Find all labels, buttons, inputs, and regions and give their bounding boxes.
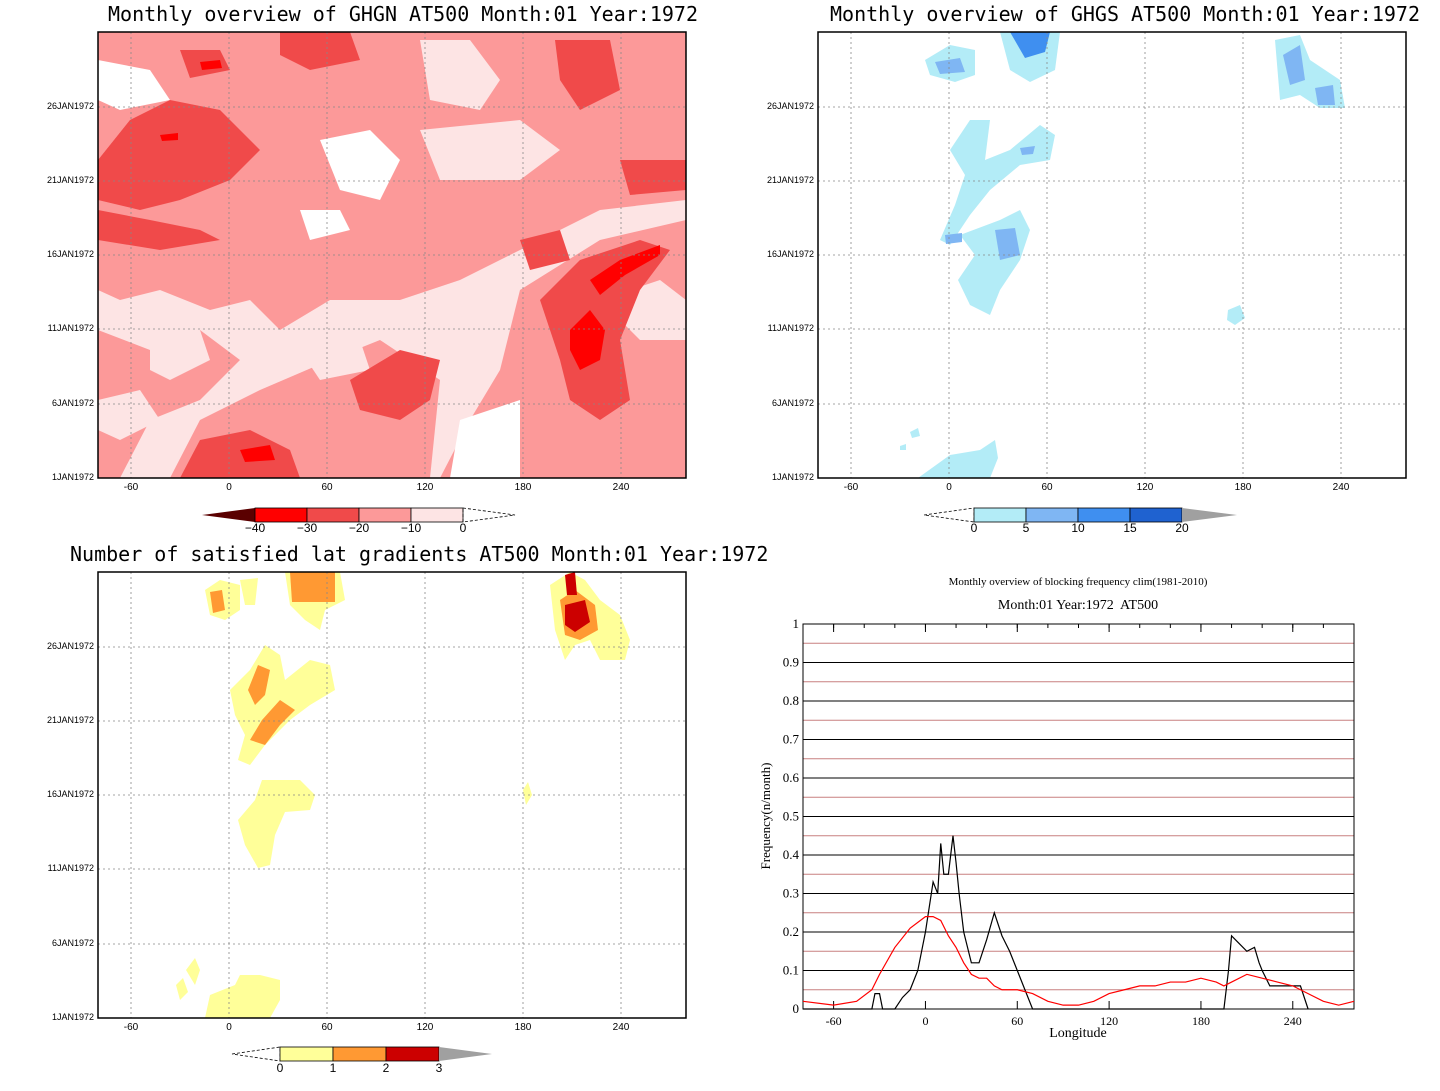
ghgn-title: Monthly overview of GHGN AT500 Month:01 … <box>108 2 699 26</box>
y-tick-label: 0.1 <box>783 963 799 978</box>
freq-xlabel: Longitude <box>1049 1026 1107 1041</box>
y-tick-label: 21JAN1972 <box>46 175 94 185</box>
x-tick-label: 240 <box>612 1022 630 1033</box>
y-tick-label: 21JAN1972 <box>46 715 94 725</box>
lat-map <box>97 571 687 1019</box>
y-tick-label: 0.9 <box>783 655 799 670</box>
freq-subtitle: Month:01 Year:1972 AT500 <box>997 598 1159 613</box>
y-tick-label: 0.8 <box>783 693 799 708</box>
y-tick-label: 1JAN1972 <box>51 472 94 482</box>
x-tick-label: 60 <box>1011 1014 1023 1028</box>
x-tick-label: 60 <box>321 1022 333 1033</box>
x-tick-label: 180 <box>1234 482 1252 493</box>
lat-title: Number of satisfied lat gradients AT500 … <box>70 542 769 566</box>
y-tick-label: 1JAN1972 <box>771 472 814 482</box>
colorbar-label: 5 <box>1022 521 1030 535</box>
x-tick-label: 240 <box>1284 1014 1302 1028</box>
x-tick-label: 240 <box>612 482 630 493</box>
colorbar-label: 1 <box>329 1061 337 1075</box>
colorbar-label: 20 <box>1175 521 1189 535</box>
x-tick-label: 180 <box>514 1022 532 1033</box>
x-tick-label: 60 <box>321 482 333 493</box>
colorbar-label: −20 <box>348 521 370 535</box>
x-tick-label: 120 <box>1136 482 1154 493</box>
x-tick-label: 120 <box>416 482 434 493</box>
lat-colorbar <box>231 1046 492 1062</box>
y-tick-label: 26JAN1972 <box>766 101 814 111</box>
colorbar-label: −40 <box>244 521 266 535</box>
ghgs-title: Monthly overview of GHGS AT500 Month:01 … <box>830 2 1421 26</box>
colorbar-label: −30 <box>296 521 318 535</box>
x-tick-label: 120 <box>1100 1014 1118 1028</box>
y-tick-label: 11JAN1972 <box>47 863 94 873</box>
colorbar-label: 10 <box>1071 521 1085 535</box>
x-tick-label: -60 <box>123 482 139 493</box>
y-tick-label: 11JAN1972 <box>767 323 814 333</box>
x-tick-label: 180 <box>1192 1014 1210 1028</box>
y-tick-label: 26JAN1972 <box>46 641 94 651</box>
series-line-1 <box>802 915 1355 1006</box>
ghgs-colorbar <box>923 507 1237 523</box>
colorbar-label: 2 <box>382 1061 390 1075</box>
y-tick-label: 1JAN1972 <box>51 1012 94 1022</box>
y-tick-label: 1 <box>793 616 800 631</box>
x-tick-label: -60 <box>843 482 859 493</box>
x-tick-label: -60 <box>826 1014 842 1028</box>
y-tick-label: 6JAN1972 <box>51 938 94 948</box>
y-tick-label: 0.6 <box>783 770 800 785</box>
x-tick-label: 180 <box>514 482 532 493</box>
y-tick-label: 16JAN1972 <box>46 249 94 259</box>
ghgn-colorbar <box>202 507 516 523</box>
y-tick-label: 0.5 <box>783 809 799 824</box>
ghgn-map <box>97 31 1407 479</box>
colorbar-label: −10 <box>400 521 422 535</box>
y-tick-label: 6JAN1972 <box>51 398 94 408</box>
x-tick-label: -60 <box>123 1022 139 1033</box>
x-tick-label: 0 <box>226 1022 232 1033</box>
y-tick-label: 0.2 <box>783 924 799 939</box>
y-tick-label: 0.3 <box>783 886 799 901</box>
x-tick-label: 60 <box>1041 482 1053 493</box>
series-line-0 <box>803 835 1309 1010</box>
freq-title: Monthly overview of blocking frequency c… <box>948 576 1208 588</box>
y-tick-label: 0 <box>793 1001 800 1016</box>
colorbar-label: 0 <box>459 521 467 535</box>
y-tick-label: 16JAN1972 <box>46 789 94 799</box>
colorbar-label: 0 <box>276 1061 284 1075</box>
x-tick-label: 240 <box>1332 482 1350 493</box>
y-tick-label: 0.4 <box>783 847 800 862</box>
y-tick-label: 6JAN1972 <box>771 398 814 408</box>
y-tick-label: 26JAN1972 <box>46 101 94 111</box>
colorbar-label: 15 <box>1123 521 1137 535</box>
x-tick-label: 120 <box>416 1022 434 1033</box>
x-tick-label: 0 <box>226 482 232 493</box>
y-tick-label: 11JAN1972 <box>47 323 94 333</box>
y-tick-label: 16JAN1972 <box>766 249 814 259</box>
x-tick-label: 0 <box>922 1014 928 1028</box>
x-tick-label: 0 <box>946 482 952 493</box>
y-tick-label: 0.7 <box>783 732 800 747</box>
colorbar-label: 3 <box>435 1061 443 1075</box>
y-tick-label: 21JAN1972 <box>766 175 814 185</box>
colorbar-label: 0 <box>970 521 978 535</box>
